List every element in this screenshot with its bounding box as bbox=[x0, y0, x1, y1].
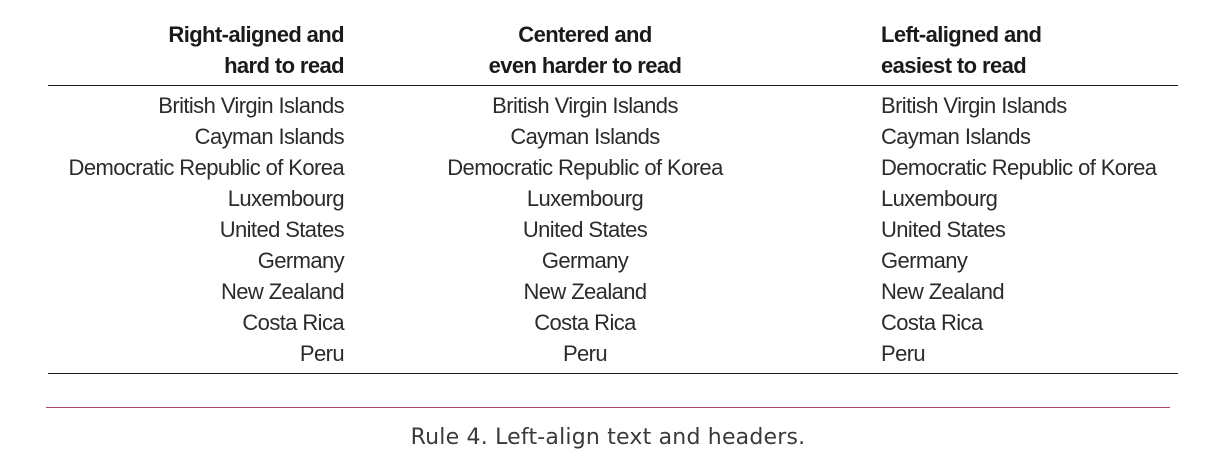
header-right-aligned: Right-aligned and hard to read bbox=[168, 19, 344, 81]
table-cell: United States bbox=[219, 217, 345, 242]
table-cell: Cayman Islands bbox=[881, 124, 1031, 149]
table-cell: United States bbox=[881, 217, 1006, 242]
table-cell: New Zealand bbox=[220, 279, 345, 304]
header-line: Right-aligned and bbox=[168, 22, 344, 47]
header-line: easiest to read bbox=[881, 53, 1027, 78]
header-line: even harder to read bbox=[488, 53, 682, 78]
table-header-row: Right-aligned and hard to read Centered … bbox=[48, 12, 1178, 86]
table-cell: Luxembourg bbox=[227, 186, 345, 211]
table-cell: Democratic Republic of Korea bbox=[68, 155, 345, 180]
caption-divider bbox=[46, 407, 1170, 408]
header-centered: Centered and even harder to read bbox=[435, 19, 735, 81]
table-cell: Cayman Islands bbox=[194, 124, 345, 149]
table-cell: United States bbox=[522, 217, 648, 242]
table-body: British Virgin Islands Cayman Islands De… bbox=[48, 86, 1178, 374]
table-cell: Costa Rica bbox=[534, 310, 636, 335]
column-left-aligned: British Virgin Islands Cayman Islands De… bbox=[881, 90, 1157, 369]
table-cell: Democratic Republic of Korea bbox=[447, 155, 723, 180]
table-cell: Cayman Islands bbox=[510, 124, 660, 149]
header-line: hard to read bbox=[224, 53, 345, 78]
header-line: Left-aligned and bbox=[881, 22, 1042, 47]
table-cell: Costa Rica bbox=[242, 310, 344, 335]
table-cell: Costa Rica bbox=[881, 310, 983, 335]
table-cell: Germany bbox=[257, 248, 345, 273]
table-cell: Luxembourg bbox=[526, 186, 644, 211]
column-right-aligned: British Virgin Islands Cayman Islands De… bbox=[68, 90, 345, 369]
table-cell: New Zealand bbox=[881, 279, 1005, 304]
table-cell: British Virgin Islands bbox=[158, 93, 344, 118]
table-cell: British Virgin Islands bbox=[881, 93, 1067, 118]
table-cell: Peru bbox=[562, 341, 608, 366]
table-cell: British Virgin Islands bbox=[492, 93, 678, 118]
header-line: Centered and bbox=[518, 22, 652, 47]
figure-caption: Rule 4. Left-align text and headers. bbox=[410, 425, 806, 450]
table-cell: Peru bbox=[881, 341, 926, 366]
table-cell: Germany bbox=[541, 248, 629, 273]
header-left-aligned: Left-aligned and easiest to read bbox=[881, 19, 1042, 81]
table-cell: Democratic Republic of Korea bbox=[881, 155, 1157, 180]
table-cell: Peru bbox=[299, 341, 345, 366]
table-cell: New Zealand bbox=[523, 279, 647, 304]
table-cell: Luxembourg bbox=[881, 186, 998, 211]
alignment-comparison-table: Right-aligned and hard to read Centered … bbox=[48, 12, 1178, 374]
table-cell: Germany bbox=[881, 248, 968, 273]
column-centered: British Virgin Islands Cayman Islands De… bbox=[435, 90, 735, 369]
